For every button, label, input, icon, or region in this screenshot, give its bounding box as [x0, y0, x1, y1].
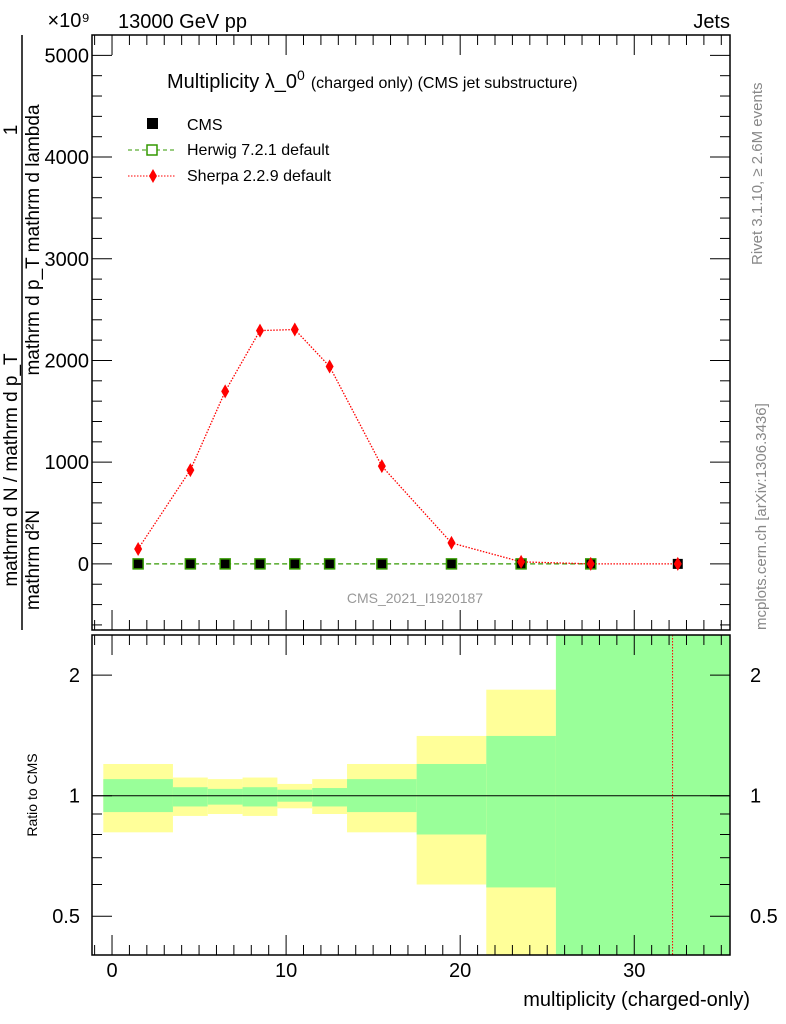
legend-sherpa-label: Sherpa 2.2.9 default: [187, 168, 332, 185]
analysis-watermark: CMS_2021_I1920187: [347, 590, 483, 606]
sherpa-point: [517, 554, 526, 569]
sherpa-point: [221, 384, 230, 399]
ylabel-outer-num: 1: [1, 125, 22, 136]
cms-point: [446, 558, 457, 569]
ytick-label: 4000: [45, 147, 90, 169]
ratio-ytick-label-right: 2: [750, 665, 761, 687]
ratio-ytick-label: 1: [69, 786, 80, 808]
cms-point: [220, 558, 231, 569]
xtick-label: 30: [623, 960, 645, 982]
sherpa-point: [290, 322, 299, 337]
ratio-ylabel: Ratio to CMS: [24, 753, 40, 836]
legend: CMS Herwig 7.2.1 default Sherpa 2.2.9 de…: [128, 117, 332, 185]
ytick-label: 3000: [45, 249, 90, 271]
cms-point: [289, 558, 300, 569]
ratio-band-green-2: [207, 788, 243, 805]
sherpa-point: [447, 535, 456, 550]
ytick-label: 1000: [45, 452, 90, 474]
rivet-label: Rivet 3.1.10, ≥ 2.6M events: [749, 83, 766, 266]
xtick-label: 10: [275, 960, 297, 982]
xlabel: multiplicity (charged-only): [523, 989, 750, 1011]
sherpa-point: [134, 541, 143, 556]
cms-point: [376, 558, 387, 569]
plot-title: Multiplicity λ_00 (charged only) (CMS jet…: [167, 67, 578, 93]
herwig-point: [289, 558, 301, 570]
ratio-band-green-7: [416, 763, 487, 835]
mcplots-label: mcplots.cern.ch [arXiv:1306.3436]: [753, 403, 770, 630]
ratio-ytick-label-right: 1: [750, 786, 761, 808]
ratio-ytick-label: 0.5: [52, 906, 80, 928]
ratio-band-green-9: [555, 635, 730, 955]
ytick-label: 0: [78, 554, 89, 576]
ylabel-inner-den: mathrm d p_T mathrm d lambda: [23, 104, 44, 375]
jets-label: Jets: [693, 11, 730, 33]
herwig-point: [445, 558, 458, 570]
sherpa-point: [255, 323, 264, 338]
sherpa-point: [586, 556, 595, 571]
herwig-point: [132, 558, 144, 570]
cms-point: [254, 558, 265, 569]
ratio-frame: [91, 634, 731, 956]
xtick-label: 0: [106, 960, 117, 982]
legend-cms-marker: [147, 118, 158, 129]
legend-sherpa-marker: [149, 169, 157, 183]
herwig-point: [323, 558, 336, 570]
top-frame: [91, 34, 731, 631]
ylabel-inner-num: mathrm d²N: [23, 510, 44, 610]
ratio-ytick-label: 2: [69, 665, 80, 687]
sherpa-point: [673, 556, 682, 571]
xtick-label: 20: [449, 960, 471, 982]
herwig-point: [376, 558, 388, 570]
cms-point: [133, 558, 144, 569]
ratio-band-green-3: [242, 787, 278, 807]
ytick-label: 2000: [45, 350, 90, 372]
legend-cms-label: CMS: [187, 117, 223, 134]
sherpa-line: [137, 328, 678, 565]
legend-herwig-label: Herwig 7.2.1 default: [187, 142, 330, 159]
ytick-label: 5000: [45, 45, 90, 67]
herwig-point: [254, 558, 266, 570]
sherpa-point: [325, 359, 334, 374]
cms-point: [324, 558, 335, 569]
ylabel-outer-den: mathrm d N / mathrm d p_T: [1, 353, 22, 587]
sherpa-point: [377, 459, 386, 474]
cms-point: [185, 558, 196, 569]
legend-herwig-marker: [146, 144, 158, 156]
herwig-point: [219, 558, 231, 570]
sherpa-point: [186, 463, 195, 478]
ratio-band-green-1: [172, 787, 208, 807]
ratio-ytick-label-right: 0.5: [750, 906, 778, 928]
beam-label: 13000 GeV pp: [118, 11, 247, 33]
herwig-point: [184, 558, 197, 570]
ratio-band-green-8: [486, 735, 556, 888]
ratio-band-green-5: [312, 788, 348, 807]
exponent-label: ×10⁹: [48, 10, 91, 32]
